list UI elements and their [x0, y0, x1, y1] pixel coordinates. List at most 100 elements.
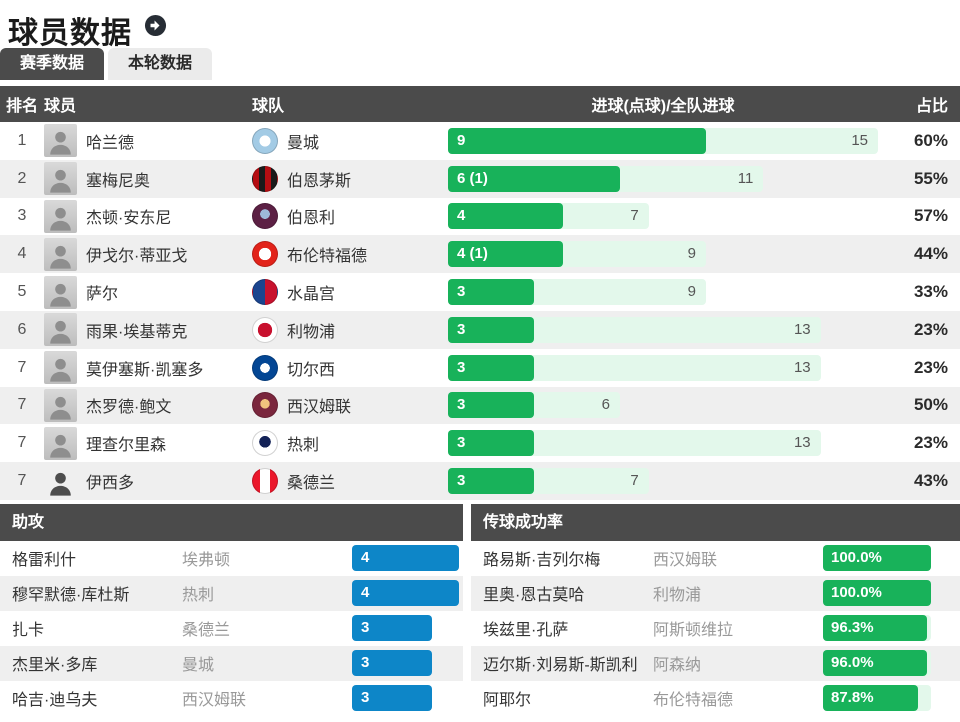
team-goals-track: 6 (1) 11: [448, 165, 764, 192]
player-cell: 伊戈尔·蒂亚戈: [44, 237, 252, 271]
pass-rate-row[interactable]: 路易斯·吉列尔梅 西汉姆联 100.0%: [471, 540, 960, 576]
table-row[interactable]: 3 杰顿·安东尼 伯恩利 4 7 57%: [0, 197, 960, 236]
assists-panel-title: 助攻: [0, 503, 463, 541]
table-row[interactable]: 5 萨尔 水晶宫 3 9 33%: [0, 273, 960, 311]
team-cell: 伯恩利: [252, 203, 448, 230]
team-name: 桑德兰: [287, 475, 336, 493]
share-percent: 60%: [913, 130, 948, 150]
goals-bar-cell: 3 9: [448, 279, 878, 306]
goals-bar-cell: 6 (1) 11: [448, 165, 878, 192]
table-row[interactable]: 6 雨果·埃基蒂克 利物浦 3 13 23%: [0, 310, 960, 349]
team-badge-icon: [252, 279, 278, 306]
table-row[interactable]: 1 哈兰德 曼城 9 15 60%: [0, 122, 960, 160]
goals-bar-cell: 3 6: [448, 392, 878, 419]
team-name: 布伦特福德: [653, 692, 734, 710]
pass-rate-bar: 96.3%: [823, 615, 927, 642]
player-avatar: [44, 275, 77, 309]
team-goals-track: 3 7: [448, 468, 649, 495]
team-goals-track: 4 7: [448, 203, 649, 230]
pass-rate-row[interactable]: 埃兹里·孔萨 阿斯顿维拉 96.3%: [471, 610, 960, 646]
team-name: 水晶宫: [287, 286, 336, 304]
table-row[interactable]: 7 杰罗德·鲍文 西汉姆联 3 6 50%: [0, 386, 960, 425]
player-name: 哈兰德: [86, 134, 135, 152]
pass-rate-row[interactable]: 阿耶尔 布伦特福德 87.8%: [471, 680, 960, 716]
team-name: 西汉姆联: [653, 552, 718, 570]
player-name: 杰顿·安东尼: [86, 210, 172, 228]
share-percent: 43%: [913, 471, 948, 491]
player-cell: 雨果·埃基蒂克: [44, 313, 252, 347]
player-name: 杰里米·多库: [12, 657, 98, 675]
goals-bar-cell: 4 7: [448, 203, 878, 230]
team-goals-label: 13: [793, 320, 811, 338]
page-title: 球员数据: [8, 17, 132, 50]
team-name: 热刺: [287, 437, 320, 455]
player-name: 格雷利什: [12, 552, 77, 570]
team-badge-icon: [252, 127, 278, 154]
tab[interactable]: 本轮数据: [108, 48, 213, 80]
table-row[interactable]: 7 理查尔里森 热刺 3 13 23%: [0, 424, 960, 463]
more-arrow-icon[interactable]: [144, 14, 167, 42]
assist-row[interactable]: 杰里米·多库 曼城 3: [0, 645, 463, 681]
team-goals-track: 3 13: [448, 354, 821, 381]
player-goals-label: 3: [457, 472, 466, 490]
player-name: 路易斯·吉列尔梅: [483, 552, 601, 570]
header-rank: 排名: [5, 98, 38, 115]
header-goals: 进球(点球)/全队进球: [591, 98, 735, 115]
pass-rate-track: 100.0%: [823, 545, 931, 572]
share-percent: 33%: [913, 282, 948, 302]
table-row[interactable]: 4 伊戈尔·蒂亚戈 布伦特福德 4 (1) 9 44%: [0, 235, 960, 274]
share-percent: 23%: [913, 357, 948, 377]
assist-row[interactable]: 穆罕默德·库杜斯 热刺 4: [0, 575, 463, 611]
player-cell: 伊西多: [44, 465, 252, 498]
player-avatar: [44, 351, 77, 385]
team-goals-label: 13: [793, 434, 811, 452]
player-goals-label: 3: [457, 434, 466, 452]
team-badge-icon: [252, 203, 278, 230]
team-name: 阿森纳: [653, 657, 702, 675]
pass-rate-panel-title: 传球成功率: [471, 503, 960, 541]
pass-rate-track: 96.3%: [823, 615, 931, 642]
player-goals-bar: 6 (1): [448, 165, 620, 192]
team-name: 伯恩茅斯: [287, 172, 352, 190]
pass-rate-bar: 87.8%: [823, 685, 918, 712]
player-goals-label: 3: [457, 283, 466, 301]
player-name: 穆罕默德·库杜斯: [12, 587, 130, 605]
share-percent: 23%: [913, 433, 948, 453]
assist-row[interactable]: 扎卡 桑德兰 3: [0, 610, 463, 646]
player-name: 迈尔斯·刘易斯-斯凯利: [483, 657, 638, 675]
rank-value: 6: [17, 320, 27, 338]
pass-rate-bar: 100.0%: [823, 545, 931, 572]
player-avatar: [44, 388, 77, 422]
table-row[interactable]: 7 莫伊塞斯·凯塞多 切尔西 3 13 23%: [0, 348, 960, 387]
header-player: 球员: [44, 98, 77, 115]
share-percent: 55%: [913, 168, 948, 188]
team-goals-track: 3 6: [448, 392, 620, 419]
team-goals-label: 7: [630, 207, 639, 225]
player-goals-label: 9: [457, 131, 466, 149]
player-name: 塞梅尼奥: [86, 172, 151, 190]
rank-value: 7: [17, 472, 27, 490]
pass-rate-bar: 100.0%: [823, 580, 931, 607]
pass-rate-row[interactable]: 迈尔斯·刘易斯-斯凯利 阿森纳 96.0%: [471, 645, 960, 681]
team-name: 桑德兰: [182, 622, 231, 640]
player-table: 1 哈兰德 曼城 9 15 60% 2 塞梅尼奥: [0, 122, 960, 500]
player-goals-bar: 3: [448, 430, 534, 457]
player-avatar: [44, 465, 77, 498]
player-goals-label: 3: [457, 320, 466, 338]
table-row[interactable]: 7 伊西多 桑德兰 3 7 43%: [0, 462, 960, 500]
assists-bar: 3: [352, 685, 433, 712]
table-row[interactable]: 2 塞梅尼奥 伯恩茅斯 6 (1) 11 55%: [0, 159, 960, 198]
share-percent: 50%: [913, 395, 948, 415]
assists-bar: 3: [352, 615, 433, 642]
team-goals-track: 9 15: [448, 127, 878, 154]
assist-row[interactable]: 格雷利什 埃弗顿 4: [0, 540, 463, 576]
pass-rate-value: 87.8%: [831, 689, 874, 707]
pass-rate-row[interactable]: 里奥·恩古莫哈 利物浦 100.0%: [471, 575, 960, 611]
player-goals-label: 6 (1): [457, 169, 488, 187]
rank-value: 7: [17, 396, 27, 414]
tab[interactable]: 赛季数据: [0, 48, 105, 80]
team-goals-label: 7: [630, 472, 639, 490]
assist-row[interactable]: 哈吉·迪乌夫 西汉姆联 3: [0, 680, 463, 716]
team-badge-icon: [252, 165, 278, 192]
player-goals-label: 3: [457, 358, 466, 376]
